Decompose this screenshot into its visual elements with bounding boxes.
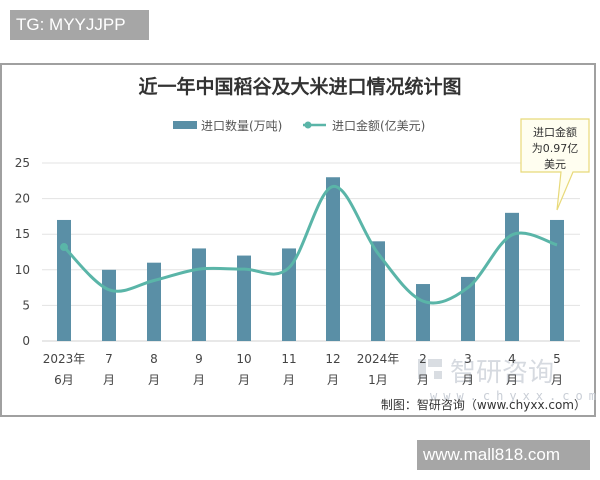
- bar: [326, 177, 340, 341]
- callout: 进口金额 为0.97亿 美元: [520, 118, 590, 211]
- watermark-bottom: www.mall818.com: [417, 440, 590, 470]
- chart-title: 近一年中国稻谷及大米进口情况统计图: [138, 75, 461, 98]
- x-tick-label: 月: [148, 373, 160, 387]
- x-tick-label: 11: [281, 352, 296, 366]
- x-tick-label: 月: [238, 373, 250, 387]
- callout-line-3: 美元: [544, 158, 566, 171]
- x-tick-label: 月: [327, 373, 339, 387]
- callout-box: [520, 118, 590, 211]
- x-tick-label: 6月: [54, 373, 74, 387]
- legend: 进口数量(万吨) 进口金额(亿美元): [173, 118, 425, 133]
- line-start-marker: [60, 243, 68, 252]
- logo-watermark: 智研咨询 www.chyxx.com: [418, 358, 600, 403]
- line-series: [62, 185, 558, 305]
- bar: [461, 276, 475, 341]
- logo-mark-icon-part: [434, 371, 442, 379]
- bar-series: [57, 177, 564, 341]
- x-tick-label: 8: [150, 352, 158, 366]
- x-tick-label: 12: [325, 352, 340, 366]
- x-tick-label: 月: [506, 373, 518, 387]
- watermark-top: TG: MYYJJPP: [10, 10, 149, 40]
- logo-mark-icon: [418, 359, 426, 379]
- x-tick-label: 月: [551, 373, 563, 387]
- bar: [102, 269, 116, 341]
- x-tick-label: 4: [508, 352, 516, 366]
- chart-frame: [0, 63, 596, 417]
- gridlines: [42, 162, 580, 342]
- y-tick-label: 20: [15, 192, 30, 206]
- x-tick-label: 2023年: [43, 352, 86, 366]
- callout-line-1: 进口金额: [533, 125, 577, 139]
- x-axis: 2023年 6月 7 月 8 月 9 月 10 月 11 月 12 月 2024年 1月 2 月 3 月 4 月 5 月: [43, 352, 563, 387]
- logo-url: www.chyxx.com: [430, 389, 600, 403]
- legend-label-amount: 进口金额(亿美元): [332, 118, 425, 133]
- x-tick-label: 月: [417, 373, 429, 387]
- y-axis: 0 5 10 15 20 25: [15, 156, 30, 348]
- source-credit: 制图：智研咨询（www.chyxx.com）: [381, 397, 586, 412]
- x-tick-label: 2: [419, 352, 427, 366]
- bar: [192, 248, 206, 341]
- x-tick-label: 3: [464, 352, 472, 366]
- y-tick-label: 5: [22, 298, 30, 312]
- bar: [505, 212, 519, 341]
- bar: [57, 219, 71, 341]
- y-tick-label: 25: [15, 156, 30, 170]
- x-tick-label: 月: [193, 373, 205, 387]
- bar: [237, 255, 251, 341]
- logo-name: 智研咨询: [450, 358, 554, 388]
- x-tick-label: 月: [103, 373, 115, 387]
- x-tick-label: 2024年: [357, 352, 400, 366]
- callout-line-2: 为0.97亿: [532, 142, 579, 155]
- x-tick-label: 月: [462, 373, 474, 387]
- x-tick-label: 月: [283, 373, 295, 387]
- y-tick-label: 15: [15, 227, 30, 241]
- bar: [416, 284, 430, 341]
- x-tick-label: 10: [236, 352, 251, 366]
- y-tick-label: 0: [22, 334, 30, 348]
- y-tick-label: 10: [15, 263, 30, 277]
- bar: [147, 262, 161, 341]
- logo-mark-icon-part: [428, 359, 442, 367]
- x-tick-label: 1月: [368, 373, 388, 387]
- legend-line-marker: [304, 121, 312, 129]
- x-tick-label: 5: [553, 352, 561, 366]
- legend-bar-swatch: [173, 121, 197, 129]
- bar: [550, 219, 564, 341]
- legend-label-quantity: 进口数量(万吨): [201, 118, 282, 133]
- bar: [371, 241, 385, 341]
- x-tick-label: 9: [195, 352, 203, 366]
- x-tick-label: 7: [105, 352, 113, 366]
